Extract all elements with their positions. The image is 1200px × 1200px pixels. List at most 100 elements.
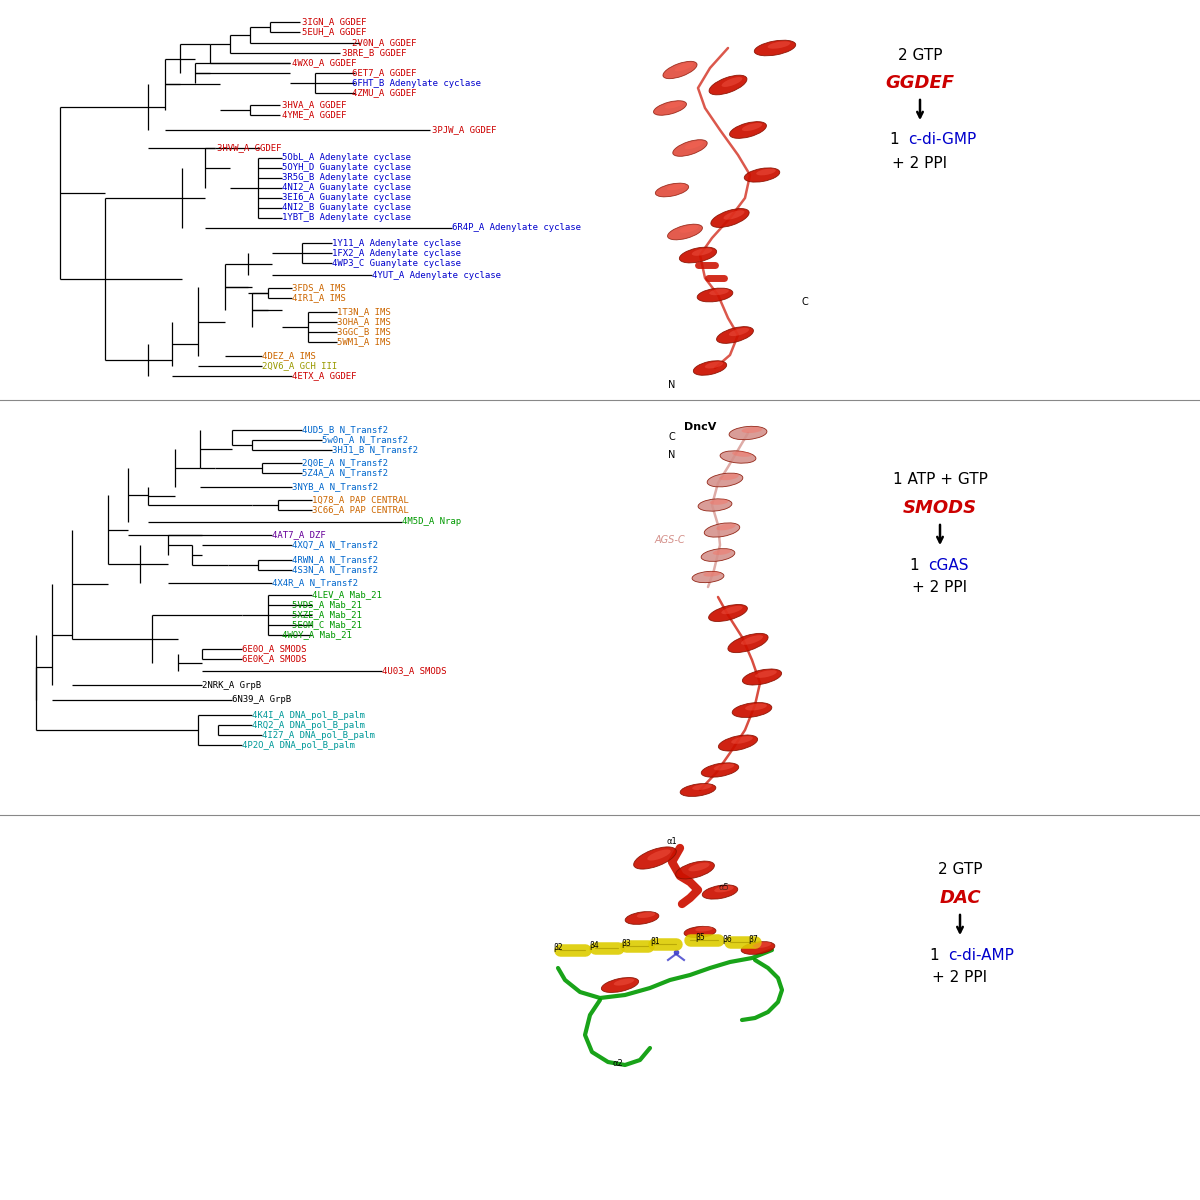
Text: DncV: DncV — [684, 422, 716, 432]
Text: 3EI6_A Guanylate cyclase: 3EI6_A Guanylate cyclase — [282, 193, 410, 203]
Text: 4ZMU_A GGDEF: 4ZMU_A GGDEF — [352, 89, 416, 97]
Text: 3FDS_A IMS: 3FDS_A IMS — [292, 283, 346, 293]
Ellipse shape — [698, 499, 732, 511]
Text: 5ObL_A Adenylate cyclase: 5ObL_A Adenylate cyclase — [282, 154, 410, 162]
Text: 3R5G_B Adenylate cyclase: 3R5G_B Adenylate cyclase — [282, 174, 410, 182]
Text: 4RWN_A N_Transf2: 4RWN_A N_Transf2 — [292, 556, 378, 564]
Text: 6E0K_A SMODS: 6E0K_A SMODS — [242, 654, 306, 664]
Ellipse shape — [679, 247, 716, 263]
Ellipse shape — [637, 912, 655, 918]
Text: 6R4P_A Adenylate cyclase: 6R4P_A Adenylate cyclase — [452, 223, 581, 233]
Text: 1Q78_A PAP CENTRAL: 1Q78_A PAP CENTRAL — [312, 496, 409, 504]
Ellipse shape — [714, 886, 733, 893]
Ellipse shape — [755, 670, 776, 678]
Text: 4WP3_C Guanylate cyclase: 4WP3_C Guanylate cyclase — [332, 258, 461, 268]
Text: c-di-GMP: c-di-GMP — [908, 132, 977, 148]
Text: 4WX0_A GGDEF: 4WX0_A GGDEF — [292, 59, 356, 67]
Text: 1 ATP + GTP: 1 ATP + GTP — [893, 473, 988, 487]
Text: 5Z4A_A N_Transf2: 5Z4A_A N_Transf2 — [302, 468, 388, 478]
Ellipse shape — [709, 289, 728, 295]
Ellipse shape — [716, 326, 754, 343]
Ellipse shape — [713, 550, 731, 554]
Ellipse shape — [716, 523, 736, 530]
Ellipse shape — [701, 763, 739, 778]
Text: 1: 1 — [890, 132, 905, 148]
Ellipse shape — [692, 571, 724, 583]
Text: 3IGN_A GGDEF: 3IGN_A GGDEF — [302, 18, 366, 26]
Ellipse shape — [707, 473, 743, 487]
Ellipse shape — [625, 912, 659, 924]
Text: 5w0n_A N_Transf2: 5w0n_A N_Transf2 — [322, 436, 408, 444]
Text: 4M5D_A Nrap: 4M5D_A Nrap — [402, 517, 461, 527]
Ellipse shape — [634, 847, 677, 869]
Ellipse shape — [684, 140, 703, 149]
Ellipse shape — [740, 635, 763, 644]
Ellipse shape — [724, 210, 744, 220]
Ellipse shape — [702, 884, 738, 899]
Ellipse shape — [721, 77, 743, 86]
Text: 3OHA_A IMS: 3OHA_A IMS — [337, 318, 391, 326]
Ellipse shape — [703, 571, 721, 576]
Text: 4S3N_A N_Transf2: 4S3N_A N_Transf2 — [292, 565, 378, 575]
Ellipse shape — [691, 248, 713, 256]
Ellipse shape — [721, 606, 743, 614]
Text: 3HVA_A GGDEF: 3HVA_A GGDEF — [282, 101, 347, 109]
Text: + 2 PPI: + 2 PPI — [932, 971, 988, 985]
Ellipse shape — [744, 168, 780, 182]
Ellipse shape — [730, 426, 767, 439]
Ellipse shape — [732, 702, 772, 718]
Ellipse shape — [662, 61, 697, 79]
Ellipse shape — [689, 863, 709, 871]
Text: 4RQ2_A DNA_pol_B_palm: 4RQ2_A DNA_pol_B_palm — [252, 720, 365, 730]
Text: 2QV6_A GCH III: 2QV6_A GCH III — [262, 361, 337, 371]
Text: 1: 1 — [930, 948, 944, 962]
Text: 3PJW_A GGDEF: 3PJW_A GGDEF — [432, 126, 497, 134]
Ellipse shape — [676, 862, 714, 878]
Text: 4LEV_A Mab_21: 4LEV_A Mab_21 — [312, 590, 382, 600]
Text: 4K4I_A DNA_pol_B_palm: 4K4I_A DNA_pol_B_palm — [252, 710, 365, 720]
Text: c-di-AMP: c-di-AMP — [948, 948, 1014, 962]
Text: 3C66_A PAP CENTRAL: 3C66_A PAP CENTRAL — [312, 505, 409, 515]
Ellipse shape — [679, 226, 698, 233]
Ellipse shape — [728, 634, 768, 653]
Text: β5: β5 — [695, 934, 704, 942]
Ellipse shape — [731, 736, 752, 744]
Text: 4AT7_A DZF: 4AT7_A DZF — [272, 530, 325, 540]
Ellipse shape — [684, 926, 716, 937]
Text: 4X4R_A N_Transf2: 4X4R_A N_Transf2 — [272, 578, 358, 588]
Text: 3HVW_A GGDEF: 3HVW_A GGDEF — [217, 144, 282, 152]
Ellipse shape — [732, 451, 752, 457]
Ellipse shape — [743, 668, 781, 685]
Text: 4NI2_A Guanylate cyclase: 4NI2_A Guanylate cyclase — [282, 184, 410, 192]
Text: 4YUT_A Adenylate cyclase: 4YUT_A Adenylate cyclase — [372, 270, 502, 280]
Ellipse shape — [710, 209, 749, 228]
Ellipse shape — [742, 427, 762, 433]
Text: β7: β7 — [748, 936, 758, 944]
Text: 5OYH_D Guanylate cyclase: 5OYH_D Guanylate cyclase — [282, 163, 410, 173]
Text: 5VDS_A Mab_21: 5VDS_A Mab_21 — [292, 600, 362, 610]
Text: 5EOM_C Mab_21: 5EOM_C Mab_21 — [292, 620, 362, 630]
Text: 1Y11_A Adenylate cyclase: 1Y11_A Adenylate cyclase — [332, 239, 461, 247]
Ellipse shape — [704, 361, 724, 368]
Text: 5EUH_A GGDEF: 5EUH_A GGDEF — [302, 28, 366, 36]
Text: 3GGC_B IMS: 3GGC_B IMS — [337, 328, 391, 336]
Ellipse shape — [654, 101, 686, 115]
Text: GGDEF: GGDEF — [886, 74, 954, 92]
Ellipse shape — [667, 224, 702, 240]
Text: N: N — [668, 380, 676, 390]
Ellipse shape — [613, 978, 635, 985]
Ellipse shape — [728, 328, 749, 336]
Text: 1T3N_A IMS: 1T3N_A IMS — [337, 307, 391, 317]
Text: 2V0N_A GGDEF: 2V0N_A GGDEF — [352, 38, 416, 48]
Text: 1: 1 — [910, 558, 924, 572]
Text: 1FX2_A Adenylate cyclase: 1FX2_A Adenylate cyclase — [332, 248, 461, 258]
Ellipse shape — [756, 169, 775, 175]
Ellipse shape — [692, 784, 712, 790]
Text: β6: β6 — [722, 936, 732, 944]
Text: β3: β3 — [622, 940, 631, 948]
Text: 3NYB_A N_Transf2: 3NYB_A N_Transf2 — [292, 482, 378, 492]
Text: β4: β4 — [589, 942, 599, 950]
Text: 4IR1_A IMS: 4IR1_A IMS — [292, 294, 346, 302]
Text: + 2 PPI: + 2 PPI — [893, 156, 948, 170]
Ellipse shape — [665, 102, 683, 108]
